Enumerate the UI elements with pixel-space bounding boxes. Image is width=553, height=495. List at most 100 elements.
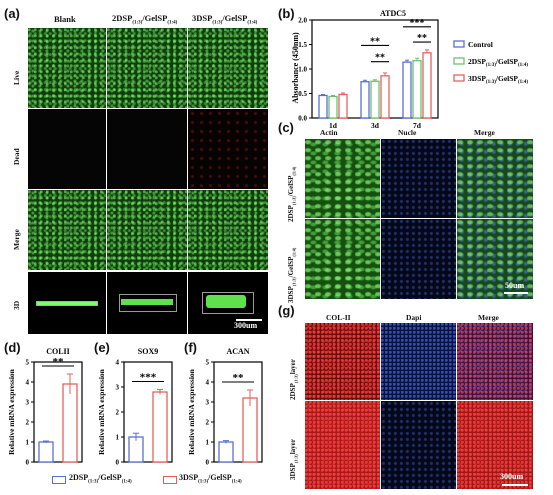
legend-def-2dsp: 2DSP(1:3)/GelSP(1:4)	[69, 473, 132, 485]
panel-d-label: (d)	[4, 340, 21, 355]
chart-b-sig-label: **	[375, 53, 385, 64]
row-a-merge: Merge	[12, 229, 21, 250]
chart-b-bar	[328, 95, 338, 119]
chart-f-frame	[213, 361, 263, 463]
legend-def: 2DSP(1:3)/GelSP(1:4) 3DSP(1:3)/GelSP(1:4…	[52, 473, 282, 487]
chart-b-xtick-label: 3d	[371, 121, 380, 130]
panel-c-label: (c)	[278, 120, 294, 135]
img-a-merge-3dsp	[188, 190, 268, 270]
chart-d: COLII Relative mRNA expression 0 1 2 3 4 5 **	[7, 347, 83, 467]
chart-b-ytick-label: 0.0	[298, 115, 307, 123]
chart-f-sig-label: **	[233, 372, 245, 384]
chart-f-ytick-label: 3	[206, 399, 210, 407]
chart-f-title: ACAN	[226, 347, 249, 356]
chart-b-ylabel: Absorbance (450nm)	[291, 32, 300, 104]
img-a-dead-2dsp	[107, 109, 187, 189]
img-c-merge-2dsp	[457, 139, 533, 218]
chart-e-ytick-label: 3	[116, 384, 120, 392]
panel-g-label: (g)	[278, 303, 295, 318]
img-a-dead-3dsp	[188, 109, 268, 189]
legend-def-3dsp: 3DSP(1:3)/GelSP(1:4)	[179, 473, 242, 485]
chart-e-ytick-label: 2	[116, 409, 120, 417]
chart-e-ylabel: Relative mRNA expression	[97, 368, 106, 455]
row-g-3dsp: 3DSP(1:3)layer	[289, 439, 299, 480]
chart-e: SOX9 Relative mRNA expression 0 1 2 3 4 ***	[97, 347, 173, 467]
chart-b-ytick-label: 1.5	[298, 41, 307, 49]
chart-b-bar	[360, 81, 370, 119]
chart-d-title: COLII	[46, 347, 70, 356]
chart-b-legend-label: 2DSP(1:3)/GelSP(1:4)	[468, 57, 528, 68]
chart-b-legend-swatch	[453, 74, 465, 82]
img-a-live-3dsp	[188, 28, 268, 108]
chart-b-sig-label: **	[417, 33, 427, 44]
chart-b-legend-swatch	[453, 57, 465, 65]
img-a-3d-2dsp	[107, 272, 187, 334]
chart-f-ytick-label: 0	[206, 459, 210, 467]
col-g-col2: COL-II	[326, 313, 351, 322]
img-g-merge-3dsp	[457, 401, 533, 489]
col-g-dapi: Dapi	[406, 313, 422, 322]
panel-f-label: (f)	[184, 340, 197, 355]
img-c-actin-3dsp	[305, 219, 380, 299]
chart-e-ytick-label: 1	[116, 434, 120, 442]
img-g-merge-2dsp	[457, 323, 533, 400]
scalebar-g-label: 300um	[500, 472, 524, 481]
panel-b-label: (b)	[278, 6, 295, 21]
scalebar-g	[502, 484, 528, 486]
img-g-col2-2dsp	[305, 323, 380, 400]
row-a-3d: 3D	[12, 300, 21, 310]
col-c-nucle: Nucle	[398, 128, 417, 137]
chart-f-ylabel: Relative mRNA expression	[187, 368, 196, 455]
legend-def-swatch-2dsp	[52, 476, 66, 484]
chart-e-title: SOX9	[138, 347, 158, 356]
chart-b-bar	[402, 61, 412, 119]
row-c-2dsp: 2DSP(1:3)/GelSP(1:4)	[287, 166, 297, 222]
chart-b-legend-swatch	[453, 40, 465, 48]
img-a-3d-3dsp	[188, 272, 268, 334]
chart-b-ytick-label: 0.5	[298, 90, 307, 98]
row-a-live: Live	[12, 70, 21, 85]
img-a-dead-blank	[28, 109, 106, 189]
scalebar-a	[236, 319, 262, 321]
img-a-merge-blank	[28, 190, 106, 270]
img-c-nucle-3dsp	[381, 219, 456, 299]
img-c-actin-2dsp	[305, 139, 380, 218]
panel-a-label: (a)	[4, 6, 20, 21]
chart-b-bar	[318, 94, 328, 119]
col-a-3dsp: 3DSP(1:3)/GelSP(1:4)	[192, 13, 258, 26]
chart-b-ytick-label: 1.0	[298, 66, 307, 74]
img-c-nucle-2dsp	[381, 139, 456, 218]
chart-f-bar	[242, 397, 258, 463]
row-c-3dsp: 3DSP(1:3)/GelSP(1:4)	[287, 247, 297, 303]
chart-b-bar	[380, 75, 390, 119]
chart-b-legend-label: Control	[468, 40, 493, 49]
chart-f-ytick-label: 2	[206, 419, 210, 427]
img-a-merge-2dsp	[107, 190, 187, 270]
chart-b-bar	[338, 93, 348, 119]
chart-d-bar	[62, 383, 78, 463]
col-a-2dsp: 2DSP(1:3)/GelSP(1:4)	[112, 13, 178, 26]
scalebar-c-label: 50um	[505, 281, 525, 290]
col-c-merge: Merge	[474, 128, 495, 137]
chart-b-xtick-label: 7d	[413, 121, 422, 130]
chart-e-ytick-label: 0	[116, 459, 120, 467]
chart-f-bar	[218, 441, 234, 463]
chart-f-ytick-label: 1	[206, 439, 210, 447]
img-a-3d-blank	[28, 272, 106, 334]
chart-d-ytick-label: 2	[26, 419, 30, 427]
img-g-dapi-3dsp	[381, 401, 456, 489]
chart-e-sig-label: ***	[140, 372, 157, 384]
chart-e-ytick-label: 4	[116, 359, 120, 367]
chart-d-ytick-label: 1	[26, 439, 30, 447]
chart-b-ytick-label: 2.0	[298, 17, 307, 25]
chart-b-xtick-label: 1d	[329, 121, 338, 130]
scalebar-a-label: 300um	[234, 321, 258, 330]
chart-b-bar	[412, 60, 422, 119]
img-a-live-2dsp	[107, 28, 187, 108]
img-g-dapi-2dsp	[381, 323, 456, 400]
chart-d-ytick-label: 0	[26, 459, 30, 467]
row-g-2dsp: 2DSP(1:3)layer	[289, 359, 299, 400]
chart-d-ytick-label: 5	[26, 359, 30, 367]
chart-b-bar	[422, 52, 432, 119]
chart-f-ytick-label: 4	[206, 379, 210, 387]
